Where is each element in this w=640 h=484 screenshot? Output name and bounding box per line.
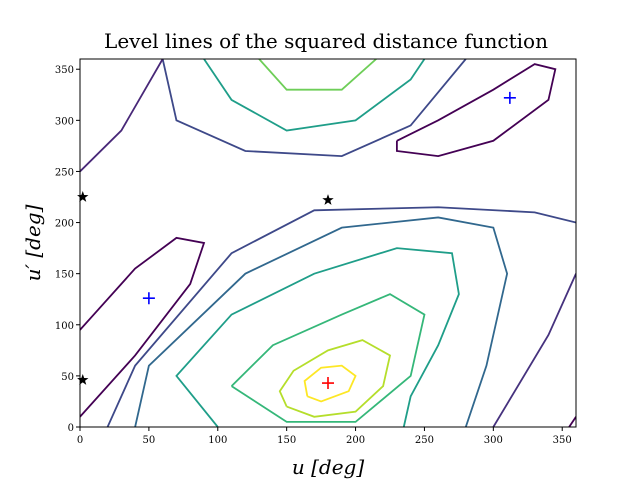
star-marker (77, 191, 89, 202)
contour-line (568, 416, 576, 427)
contour-line (175, 247, 460, 427)
plus-marker (322, 377, 334, 390)
contour-line (492, 273, 576, 427)
y-tick-label: 0 (68, 423, 74, 434)
y-tick-label: 250 (55, 167, 74, 178)
x-tick-label: 0 (77, 435, 83, 446)
plus-marker (503, 91, 516, 104)
y-tick-label: 350 (55, 65, 74, 76)
x-tick-label: 150 (277, 435, 296, 446)
y-tick-label: 300 (55, 116, 74, 127)
contour-line (161, 59, 467, 158)
axes-frame (79, 58, 577, 428)
contour-line (80, 59, 164, 173)
contour-line (203, 59, 426, 132)
x-tick-label: 300 (484, 435, 503, 446)
chart-title: Level lines of the squared distance func… (104, 29, 548, 53)
plus-marker (142, 292, 155, 305)
contour-line (303, 364, 357, 403)
contour-line (278, 339, 392, 418)
contour-line (134, 216, 509, 427)
x-tick-label: 250 (415, 435, 434, 446)
star-marker (77, 373, 89, 385)
star-marker (322, 194, 334, 205)
y-tick-label: 150 (55, 270, 74, 281)
contour-line (106, 206, 576, 427)
y-tick-label: 200 (55, 219, 74, 230)
y-axis-label: u′ [deg] (21, 204, 45, 281)
y-tick-label: 100 (55, 321, 74, 332)
x-tick-label: 200 (346, 435, 365, 446)
x-tick-label: 100 (208, 435, 227, 446)
plot-area (80, 59, 576, 427)
y-tick-label: 50 (61, 372, 74, 383)
contour-line (258, 59, 377, 91)
x-axis-label: u [deg] (292, 455, 364, 479)
contour-line (80, 236, 206, 418)
x-tick-label: 350 (553, 435, 572, 446)
contour-line (395, 63, 557, 158)
x-tick-label: 50 (143, 435, 156, 446)
contour-line (230, 293, 426, 423)
